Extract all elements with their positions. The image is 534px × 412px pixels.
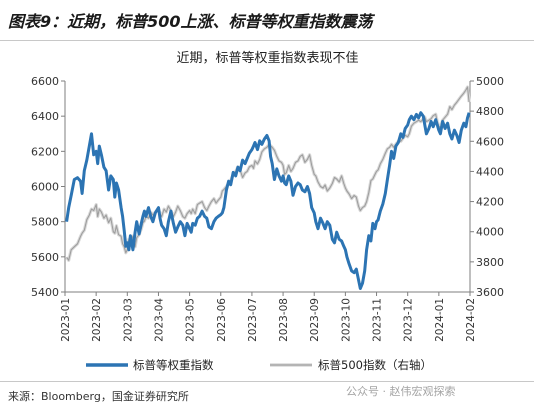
figure-label: 图表9：近期，标普500上涨、标普等权重指数震荡 [8,12,373,31]
legend-label-sp500: 标普500指数（右轴） [318,358,432,372]
y-left-tick-label: 5400 [31,286,59,299]
y-left-tick-label: 6400 [31,110,59,123]
x-tick-label: 2023-10 [340,298,352,342]
y-right-tick-label: 3800 [476,256,504,269]
y-left-tick-label: 5800 [31,216,59,229]
y-left-tick-label: 5600 [31,251,59,264]
watermark: 公众号 · 赵伟宏观探索 [346,385,456,398]
y-left-tick-label: 6000 [31,181,59,194]
series-line-sp500 [66,86,470,261]
y-right-tick-label: 5000 [476,75,504,88]
y-right-tick-label: 4600 [476,135,504,148]
x-tick-label: 2023-12 [403,298,415,342]
x-tick-label: 2023-08 [278,298,290,342]
figure-header: 图表9：近期，标普500上涨、标普等权重指数震荡 [0,0,534,41]
x-tick-label: 2023-09 [309,298,321,342]
source-note: 来源：Bloomberg，国金证券研究所 [8,390,189,403]
y-left-tick-label: 6200 [31,145,59,158]
y-right-tick-label: 4000 [476,226,504,239]
x-tick-label: 2023-11 [372,298,384,342]
y-right-tick-label: 4400 [476,165,504,178]
y-right-tick-label: 4200 [476,196,504,209]
x-tick-label: 2023-02 [91,298,103,342]
x-tick-label: 2023-01 [60,298,72,342]
line-chart: 近期，标普等权重指数表现不佳 5400 5600 5800 6000 6200 6400 66… [31,50,504,372]
x-tick-label: 2023-04 [153,298,165,342]
y-right-tick-label: 4800 [476,105,504,118]
y-left-tick-label: 6600 [31,75,59,88]
x-tick-label: 2023-06 [216,298,228,342]
legend-label-equal-weight: 标普等权重指数 [133,358,214,372]
series-line-equal-weight [65,111,471,290]
x-tick-label: 2023-07 [247,298,259,342]
chart-title: 近期，标普等权重指数表现不佳 [176,50,358,66]
x-tick-label: 2024-01 [434,298,446,342]
x-tick-label: 2023-03 [122,298,134,342]
series-line-sp500-halo [65,85,471,262]
x-tick-label: 2024-02 [465,298,477,342]
y-right-tick-label: 3600 [476,286,504,299]
x-tick-label: 2023-05 [185,298,197,342]
footer-divider [0,381,534,382]
